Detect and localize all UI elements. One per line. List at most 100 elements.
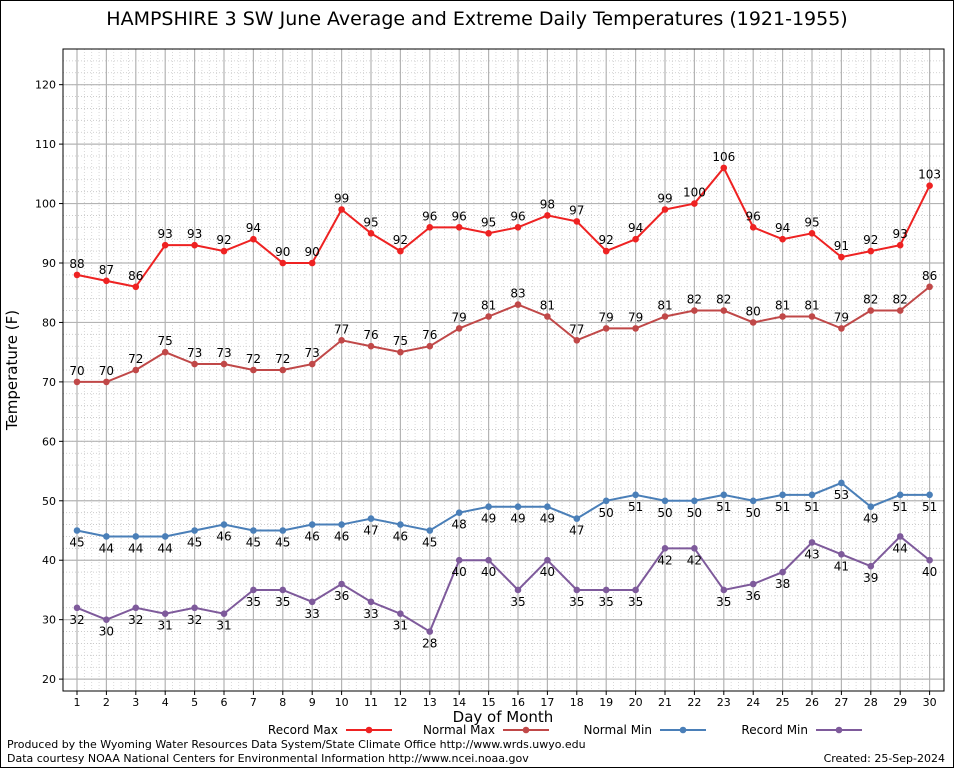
x-tick-label: 28: [864, 696, 878, 709]
record-max-point: [308, 259, 316, 267]
record-max-point: [397, 247, 404, 255]
legend-marker-record-max: [365, 726, 373, 734]
record-max-point: [779, 235, 786, 243]
record-max-data-label: 95: [481, 215, 496, 229]
normal-max-point: [426, 342, 434, 350]
x-tick-label: 23: [717, 696, 731, 709]
record-max-point: [485, 229, 492, 237]
record-max-data-label: 99: [657, 192, 672, 206]
record-max-data-label: 103: [918, 168, 941, 182]
record-max-point: [749, 224, 757, 231]
legend-label-normal-max: Normal Max: [423, 723, 495, 737]
record-max-point: [426, 224, 434, 231]
normal-max-data-label: 72: [275, 352, 290, 366]
normal-max-point: [749, 319, 757, 326]
normal-max-point: [779, 313, 786, 320]
record-min-point: [661, 545, 669, 552]
record-min-data-label: 41: [834, 559, 849, 573]
normal-min-point: [632, 491, 639, 499]
record-max-data-label: 94: [246, 221, 261, 235]
normal-min-data-label: 49: [540, 512, 555, 526]
record-min-point: [308, 598, 316, 606]
normal-max-data-label: 81: [775, 299, 790, 313]
x-tick-label: 25: [776, 696, 790, 709]
x-tick-label: 30: [923, 696, 937, 709]
x-tick-label: 5: [191, 696, 198, 709]
legend-marker-record-min: [835, 726, 843, 734]
record-min-data-label: 35: [510, 595, 525, 609]
record-max-data-label: 96: [510, 209, 525, 223]
normal-max-point: [544, 313, 551, 320]
x-tick-label: 16: [511, 696, 525, 709]
record-min-data-label: 35: [246, 595, 261, 609]
normal-min-point: [749, 497, 757, 505]
normal-max-point: [191, 360, 198, 368]
normal-max-point: [691, 307, 698, 314]
record-max-data-label: 98: [540, 197, 555, 211]
record-max-point: [602, 247, 610, 255]
normal-min-point: [338, 521, 345, 528]
record-min-data-label: 44: [893, 541, 908, 555]
normal-min-data-label: 49: [510, 512, 525, 526]
normal-max-point: [632, 325, 639, 332]
normal-max-data-label: 79: [599, 310, 614, 324]
record-min-point: [838, 550, 845, 558]
record-min-data-label: 36: [746, 589, 761, 603]
record-min-line: [76, 535, 931, 634]
record-max-point: [161, 241, 169, 249]
record-min-data-label: 31: [216, 619, 231, 633]
record-min-data-label: 31: [158, 619, 173, 633]
record-max-data-label: 92: [863, 233, 878, 247]
record-min-point: [250, 586, 257, 594]
legend-marker-normal-min: [679, 726, 687, 734]
normal-min-data-label: 50: [657, 506, 672, 520]
record-max-point: [896, 241, 904, 249]
y-tick-label: 60: [42, 435, 56, 448]
record-min-point: [749, 580, 757, 588]
normal-max-point: [73, 378, 81, 386]
record-max-point: [279, 259, 287, 267]
x-tick-label: 29: [893, 696, 907, 709]
normal-max-data-label: 81: [540, 299, 555, 313]
normal-max-point: [338, 336, 345, 344]
x-tick-label: 18: [570, 696, 584, 709]
normal-min-data-label: 45: [246, 536, 261, 550]
normal-max-data-label: 72: [128, 352, 143, 366]
normal-max-data-label: 73: [187, 346, 202, 360]
record-min-data-label: 42: [657, 553, 672, 567]
normal-max-point: [161, 348, 169, 356]
normal-max-point: [132, 366, 140, 374]
record-min-point: [103, 616, 110, 623]
x-tick-label: 17: [540, 696, 554, 709]
record-min-data-label: 36: [334, 589, 349, 603]
record-max-data-label: 94: [628, 221, 643, 235]
record-max-point: [220, 247, 228, 255]
normal-min-data-label: 45: [275, 536, 290, 550]
record-min-point: [132, 604, 140, 612]
x-tick-label: 2: [103, 696, 110, 709]
record-max-point: [103, 277, 110, 285]
record-min-point: [926, 556, 933, 564]
normal-min-point: [573, 515, 581, 522]
record-max-data-label: 92: [393, 233, 408, 247]
normal-min-point: [602, 497, 610, 505]
x-tick-label: 22: [687, 696, 701, 709]
record-max-point: [691, 200, 698, 207]
normal-min-data-label: 51: [716, 500, 731, 514]
record-min-data-label: 32: [69, 613, 84, 627]
y-tick-label: 120: [35, 79, 56, 92]
record-min-point: [191, 604, 198, 612]
legend-marker-normal-max: [522, 726, 530, 734]
record-max-point: [867, 247, 875, 255]
normal-min-data-label: 50: [687, 506, 702, 520]
record-min-data-label: 33: [363, 607, 378, 621]
record-min-point: [73, 604, 81, 612]
normal-max-point: [838, 325, 845, 332]
normal-min-data-label: 51: [893, 500, 908, 514]
record-max-point: [926, 182, 933, 190]
footer-created-date: Created: 25-Sep-2024: [823, 752, 945, 765]
normal-max-data-label: 79: [628, 310, 643, 324]
record-max-data-label: 92: [599, 233, 614, 247]
record-max-point: [455, 224, 463, 231]
normal-min-point: [808, 491, 816, 499]
